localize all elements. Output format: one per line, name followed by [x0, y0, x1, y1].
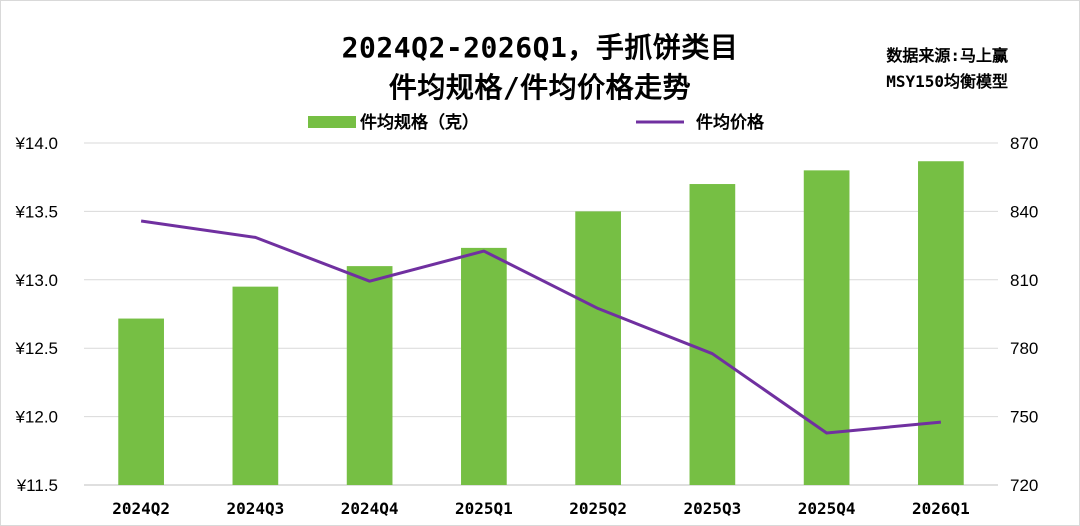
- x-axis-label: 2025Q1: [455, 499, 513, 518]
- right-axis-tick: 810: [1010, 271, 1038, 290]
- right-axis-tick: 870: [1010, 134, 1038, 153]
- x-axis-label: 2024Q2: [112, 499, 170, 518]
- x-axis-label: 2025Q4: [798, 499, 856, 518]
- left-axis-tick: ¥13.5: [14, 202, 58, 221]
- chart-title-line1: 2024Q2-2026Q1，手抓饼类目: [341, 31, 739, 64]
- legend-label-bar: 件均规格（克）: [360, 112, 479, 133]
- left-axis-tick: ¥13.0: [14, 271, 58, 290]
- price-line: [140, 219, 942, 435]
- right-axis-tick: 750: [1010, 408, 1038, 427]
- chart-title-line2: 件均规格/件均价格走势: [388, 71, 692, 104]
- x-axis-label: 2025Q3: [683, 499, 741, 518]
- right-axis-tick: 780: [1010, 339, 1038, 358]
- bar: [232, 286, 279, 485]
- right-axis-tick: 720: [1010, 476, 1038, 495]
- bar: [575, 211, 621, 485]
- right-axis-tick: 840: [1010, 202, 1038, 221]
- x-axis-label: 2024Q4: [341, 499, 399, 518]
- x-axis-label: 2024Q3: [226, 499, 284, 518]
- bar: [689, 184, 736, 486]
- source-note-line1: 数据来源:马上赢: [886, 46, 1008, 65]
- legend-swatch-bar: [308, 116, 356, 128]
- legend-label-line: 件均价格: [696, 112, 765, 133]
- x-axis-label: 2026Q1: [912, 499, 970, 518]
- bar: [918, 161, 964, 486]
- bar: [346, 266, 393, 485]
- left-axis-tick: ¥11.5: [16, 476, 58, 495]
- left-axis-tick: ¥14.0: [14, 134, 58, 153]
- x-axis-label: 2025Q2: [569, 499, 627, 518]
- bar: [461, 247, 507, 485]
- bar: [803, 170, 850, 486]
- bar: [118, 318, 164, 485]
- left-axis-tick: ¥12.5: [14, 339, 58, 358]
- source-note-line2: MSY150均衡模型: [886, 72, 1008, 91]
- left-axis-tick: ¥12.0: [14, 408, 58, 427]
